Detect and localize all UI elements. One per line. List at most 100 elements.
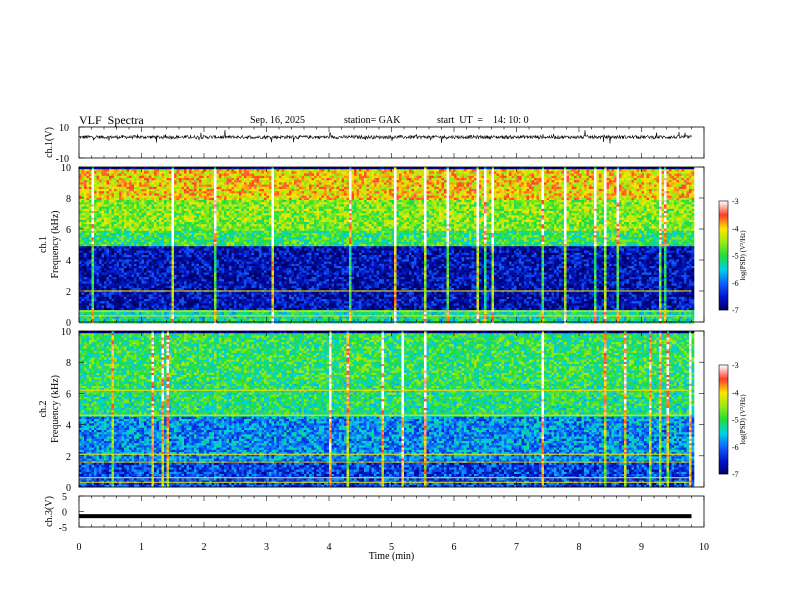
ch1-spectrogram-cell [161, 318, 165, 322]
ch1-spectrogram-cell [244, 182, 247, 185]
ch1-spectrogram-cell [151, 303, 155, 306]
ch1-spectrogram-cell [134, 184, 137, 188]
ch1-spectrogram-cell [206, 266, 210, 269]
ch1-spectrogram-cell [146, 277, 150, 280]
ch1-spectrogram-cell [161, 233, 165, 236]
ch1-spectrogram-cell [246, 180, 250, 183]
ch1-spectrogram-cell [189, 272, 192, 276]
ch1-spectrogram-cell [231, 270, 235, 273]
ch1-spectrogram-cell [166, 301, 170, 304]
ch1-spectrogram-cell [139, 219, 142, 223]
ch1-spectrogram-cell [159, 261, 162, 265]
ch1-spectrogram-cell [196, 299, 200, 302]
ch1-spectrogram-cell [184, 167, 187, 170]
ch1-spectrogram-cell [191, 211, 195, 214]
ch1-spectrogram-cell [209, 173, 212, 177]
ch1-spectrogram-cell [171, 288, 175, 291]
ch1-spectrogram-cell [86, 252, 90, 256]
ch1-spectrogram-cell [136, 180, 140, 183]
ch1-spectrogram-cell [171, 191, 175, 194]
ch1-spectrogram-cell [209, 191, 212, 194]
ch1-spectrogram-cell [244, 191, 247, 194]
ch1-spectrogram-cell [101, 303, 105, 306]
ch1-spectrogram-cell [131, 241, 135, 245]
ch1-spectrogram-cell [121, 255, 125, 258]
ch1-spectrogram-cell [206, 248, 210, 251]
ch1-spectrogram-cell [131, 224, 135, 227]
ch1-spectrogram-cell [161, 316, 165, 320]
ch1-spectrogram-cell [174, 217, 177, 221]
ch1-spectrogram-cell [246, 281, 250, 284]
ch1-spectrogram-cell [94, 307, 97, 311]
ch1-spectrogram-cell [246, 235, 250, 238]
ch1-spectrogram-cell [191, 169, 195, 172]
ch1-spectrogram-cell [201, 219, 205, 223]
ch1-spectrogram-cell [166, 303, 170, 306]
ch1-spectrogram-cell [116, 299, 120, 302]
ch1-spectrogram-cell [84, 261, 87, 265]
ch1-spectrogram-cell [106, 202, 110, 205]
ch1-spectrogram-cell [181, 277, 185, 280]
ch1-spectrogram-cell [229, 312, 232, 315]
ch1-spectrogram-cell [116, 305, 120, 309]
ch1-spectrogram-cell [159, 252, 162, 256]
ch1-spectrogram-cell [166, 285, 170, 289]
ch1-spectrogram-cell [191, 167, 195, 170]
ch1-spectrogram-cell [171, 292, 175, 295]
ch1-spectrogram-cell [129, 208, 132, 212]
ch1-spectrogram-cell [124, 237, 127, 240]
ch1-spectrogram-cell [236, 237, 240, 240]
ch1-spectrogram-cell [101, 171, 105, 174]
ch1-spectrogram-cell [149, 230, 152, 234]
ch1-spectrogram-cell [191, 230, 195, 234]
ch1-spectrogram-cell [121, 246, 125, 249]
ch1-spectrogram-cell [216, 224, 220, 227]
ch1-spectrogram-cell [131, 175, 135, 179]
ch1-spectrogram-cell [94, 259, 97, 262]
ch1-spectrogram-cell [121, 173, 125, 177]
ch1-spectrogram-cell [84, 285, 87, 289]
ch1-spectrogram-cell [189, 312, 192, 315]
ch1-spectrogram-cell [236, 312, 240, 315]
ch1-spectrogram-cell [201, 173, 205, 177]
ch1-spectrogram-cell [114, 252, 117, 256]
ch1-spectrogram-cell [234, 283, 237, 287]
ch1-spectrogram-cell [231, 237, 235, 240]
ch1-spectrogram-cell [199, 294, 202, 298]
ch1-spectrogram-cell [169, 230, 172, 234]
ch1-spectrogram-cell [164, 312, 167, 315]
ch1-spectrogram-cell [209, 292, 212, 295]
ch1-spectrogram-cell [81, 292, 85, 295]
ch1-spectrogram-cell [79, 235, 82, 238]
ch1-spectrogram-cell [79, 299, 82, 302]
ch1-spectrogram-cell [94, 228, 97, 232]
ch1-spectrogram-cell [84, 224, 87, 227]
ch1-spectrogram-cell [94, 171, 97, 174]
ch1-spectrogram-cell [99, 204, 102, 207]
ch1-spectrogram-cell [214, 239, 217, 243]
ch1-spectrogram-cell [99, 263, 102, 267]
ch1-spectrogram-cell [114, 296, 117, 300]
ch1-spectrogram-cell [146, 169, 150, 172]
ch1-spectrogram-cell [224, 197, 227, 201]
ch1-spectrogram-cell [204, 182, 207, 185]
ch1-spectrogram-cell [179, 285, 182, 289]
ch1-spectrogram-cell [236, 250, 240, 254]
ch1-spectrogram-cell [139, 211, 142, 214]
ch1-spectrogram-cell [234, 316, 237, 320]
ch1-spectrogram-cell [159, 215, 162, 218]
ch1-spectrogram-cell [79, 184, 82, 188]
ch1-spectrogram-cell [146, 195, 150, 199]
ch1-spectrogram-cell [141, 239, 145, 243]
ch1-spectrogram-cell [141, 237, 145, 240]
ch1-spectrogram-cell [236, 215, 240, 218]
ch1-spectrogram-cell [236, 171, 240, 174]
ch1-spectrogram-cell [126, 184, 130, 188]
ch1-spectrogram-cell [126, 296, 130, 300]
ch1-spectrogram-cell [249, 222, 252, 225]
ch1-spectrogram-cell [164, 296, 167, 300]
ch1-spectrogram-cell [86, 167, 90, 170]
ch1-spectrogram-cell [151, 189, 155, 192]
ch1-spectrogram-cell [109, 180, 112, 183]
ch1-spectrogram-cell [86, 200, 90, 203]
